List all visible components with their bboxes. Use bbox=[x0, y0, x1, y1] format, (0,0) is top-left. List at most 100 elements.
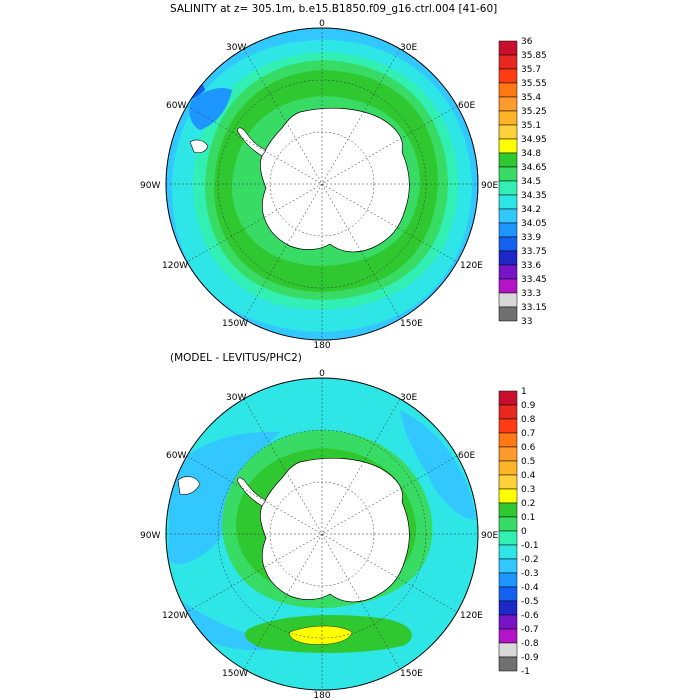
map-title-salinity: SALINITY at z= 305.1m, b.e15.B1850.f09_g… bbox=[170, 3, 498, 15]
lon-label-150e: 150E bbox=[400, 319, 423, 329]
difference-max-patch bbox=[289, 625, 353, 645]
colorbar-difference-swatch bbox=[498, 418, 518, 434]
colorbar-salinity-label: 34.35 bbox=[521, 191, 547, 201]
colorbar-salinity-swatch bbox=[498, 194, 518, 210]
colorbar-salinity-swatch bbox=[498, 222, 518, 238]
lon-label-0: 0 bbox=[319, 19, 325, 29]
colorbar-difference-swatch bbox=[498, 614, 518, 630]
colorbar-difference-swatch bbox=[498, 586, 518, 602]
lon-label-0: 0 bbox=[319, 369, 325, 379]
colorbar-salinity-swatch bbox=[498, 292, 518, 308]
colorbar-salinity-swatch bbox=[498, 306, 518, 322]
colorbar-difference-swatch bbox=[498, 600, 518, 616]
colorbar-difference-label: -1 bbox=[521, 667, 530, 677]
colorbar-salinity-label: 34.2 bbox=[521, 205, 541, 215]
colorbar-salinity-label: 35.85 bbox=[521, 51, 547, 61]
lon-label-120w: 120W bbox=[162, 611, 188, 621]
colorbar-salinity-label: 33.75 bbox=[521, 247, 547, 257]
colorbar-salinity-label: 34.65 bbox=[521, 163, 547, 173]
lon-label-180: 180 bbox=[313, 341, 330, 351]
lon-label-30w: 30W bbox=[226, 43, 246, 53]
colorbar-salinity-swatch bbox=[498, 236, 518, 252]
colorbar-difference-label: -0.5 bbox=[521, 597, 539, 607]
colorbar-salinity-label: 34.8 bbox=[521, 149, 541, 159]
colorbar-difference-swatch bbox=[498, 404, 518, 420]
colorbar-salinity-label: 33 bbox=[521, 317, 532, 327]
colorbar-salinity-swatch bbox=[498, 54, 518, 70]
colorbar-difference-label: 0.2 bbox=[521, 499, 535, 509]
colorbar-salinity-swatch bbox=[498, 68, 518, 84]
graticule bbox=[166, 378, 478, 690]
lon-label-180: 180 bbox=[313, 691, 330, 700]
lon-label-150e: 150E bbox=[400, 669, 423, 679]
lon-label-90w: 90W bbox=[140, 531, 160, 541]
colorbar-salinity: 36 35.85 35.7 35.55 35.4 35.25 35.1 34.95 34.8 34… bbox=[498, 37, 547, 327]
colorbar-salinity-label: 36 bbox=[521, 37, 533, 47]
lon-label-90e: 90E bbox=[481, 181, 498, 191]
map-title-difference: (MODEL - LEVITUS/PHC2) bbox=[170, 352, 302, 364]
colorbar-difference-swatch bbox=[498, 460, 518, 476]
antarctica-landmass bbox=[260, 107, 410, 253]
colorbar-salinity-swatch bbox=[498, 40, 518, 56]
colorbar-salinity-swatch bbox=[498, 264, 518, 280]
colorbar-salinity-label: 34.05 bbox=[521, 219, 547, 229]
salinity-low-patch-west bbox=[189, 88, 232, 130]
antarctic-peninsula bbox=[237, 477, 267, 507]
colorbar-difference-label: 0.5 bbox=[521, 457, 535, 467]
colorbar-difference-label: 0.6 bbox=[521, 443, 536, 453]
map-boundary bbox=[165, 377, 479, 691]
colorbar-difference-swatch bbox=[498, 530, 518, 546]
colorbar-salinity-label: 35.1 bbox=[521, 121, 541, 131]
south-america-tip bbox=[177, 476, 201, 495]
map-boundary bbox=[165, 27, 479, 341]
colorbar-difference-swatch bbox=[498, 390, 518, 406]
colorbar-difference-swatch bbox=[498, 432, 518, 448]
lon-label-60w: 60W bbox=[166, 451, 186, 461]
colorbar-salinity-label: 33.45 bbox=[521, 275, 547, 285]
colorbar-difference-label: -0.6 bbox=[521, 611, 539, 621]
difference-neg-south bbox=[180, 600, 300, 651]
graticule bbox=[166, 28, 478, 340]
colorbar-difference-label: 0.1 bbox=[521, 513, 535, 523]
difference-neg-east bbox=[400, 410, 476, 520]
colorbar-difference-swatch bbox=[498, 628, 518, 644]
colorbar-difference-label: 0.9 bbox=[521, 401, 536, 411]
colorbar-salinity-swatch bbox=[498, 180, 518, 196]
colorbar-difference-label: 0.3 bbox=[521, 485, 535, 495]
colorbar-difference-swatch bbox=[498, 488, 518, 504]
colorbar-difference-label: -0.4 bbox=[521, 583, 539, 593]
colorbar-difference-swatch bbox=[498, 572, 518, 588]
polar-map-salinity: 0 30E 60E 90E 120E 150E 180 150W 120W 90… bbox=[140, 19, 498, 351]
colorbar-salinity-swatch bbox=[498, 250, 518, 266]
colorbar-difference-swatch bbox=[498, 474, 518, 490]
colorbar-salinity-swatch bbox=[498, 278, 518, 294]
colorbar-salinity-swatch bbox=[498, 124, 518, 140]
colorbar-difference-swatch bbox=[498, 446, 518, 462]
colorbar-difference-label: -0.1 bbox=[521, 541, 539, 551]
colorbar-salinity-swatch bbox=[498, 166, 518, 182]
colorbar-salinity-label: 34.5 bbox=[521, 177, 541, 187]
antarctic-peninsula bbox=[237, 127, 267, 157]
colorbar-difference-label: -0.8 bbox=[521, 639, 539, 649]
colorbar-difference-label: 0 bbox=[521, 527, 527, 537]
lon-label-30w: 30W bbox=[226, 393, 246, 403]
colorbar-difference-label: 0.7 bbox=[521, 429, 535, 439]
colorbar-salinity-swatch bbox=[498, 96, 518, 112]
colorbar-salinity-label: 35.55 bbox=[521, 79, 547, 89]
colorbar-difference-swatch bbox=[498, 516, 518, 532]
south-america-tip bbox=[189, 139, 209, 154]
colorbar-difference-label: -0.2 bbox=[521, 555, 539, 565]
colorbar-salinity-swatch bbox=[498, 152, 518, 168]
colorbar-difference-label: -0.3 bbox=[521, 569, 539, 579]
lon-label-150w: 150W bbox=[222, 669, 248, 679]
colorbar-salinity-label: 33.6 bbox=[521, 261, 541, 271]
colorbar-difference-swatch bbox=[498, 558, 518, 574]
colorbar-salinity-swatch bbox=[498, 138, 518, 154]
colorbar-salinity-label: 33.15 bbox=[521, 303, 547, 313]
colorbar-salinity-swatch bbox=[498, 82, 518, 98]
lon-label-120e: 120E bbox=[460, 261, 483, 271]
lon-label-120e: 120E bbox=[460, 611, 483, 621]
colorbar-salinity-label: 34.95 bbox=[521, 135, 547, 145]
lon-label-60w: 60W bbox=[166, 101, 186, 111]
colorbar-difference-swatch bbox=[498, 656, 518, 672]
